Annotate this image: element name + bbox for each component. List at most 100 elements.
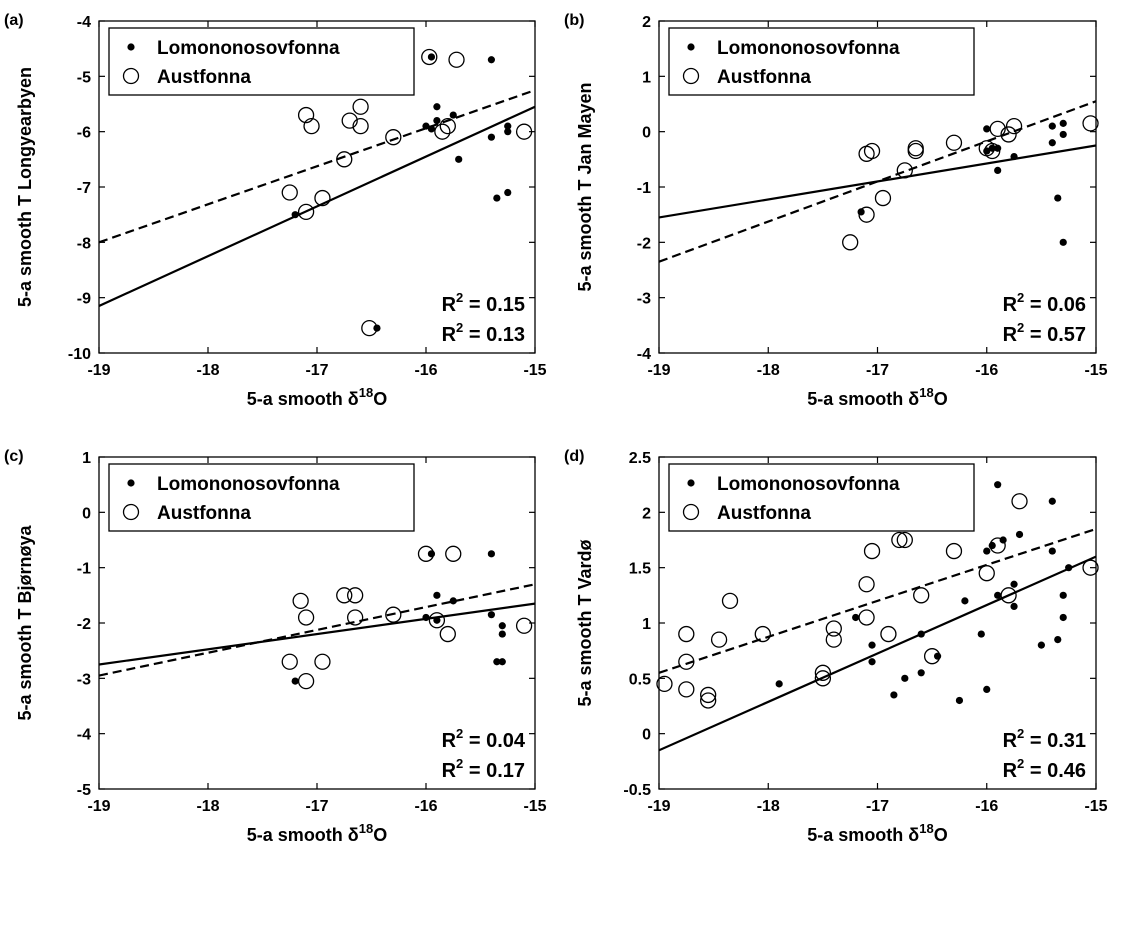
austfonna-fit-line <box>99 583 535 677</box>
lomononosovfonna-point <box>1037 641 1045 649</box>
lomononosovfonna-point <box>868 641 876 649</box>
austfonna-point <box>361 319 378 337</box>
y-tick-label: 0 <box>642 727 651 744</box>
legend: Lomononosovfonna Austfonna <box>668 463 975 532</box>
legend-label: Austfonna <box>717 503 811 524</box>
austfonna-fit-line <box>659 100 1096 263</box>
lomononosovfonna-point <box>433 616 441 624</box>
x-axis-label-sup: 18 <box>919 821 933 836</box>
austfonna-point <box>445 545 462 562</box>
austfonna-point <box>989 537 1006 554</box>
lomononosovfonna-point <box>493 658 501 666</box>
lomononosovfonna-point <box>1054 194 1062 202</box>
austfonna-point <box>515 617 533 634</box>
y-tick-label: -2 <box>637 235 651 252</box>
lomononosovfonna-fit-line <box>99 602 535 666</box>
austfonna-point <box>352 98 369 115</box>
r-squared-label: R2 = 0.04 <box>442 726 526 752</box>
legend-label: Austfonna <box>717 67 811 88</box>
lomononosovfonna-point <box>1059 591 1067 599</box>
austfonna-point <box>303 117 320 135</box>
lomononosovfonna-point <box>433 117 441 125</box>
lomononosovfonna-point <box>1048 547 1056 555</box>
x-tick-label: -19 <box>647 798 670 815</box>
austfonna-point <box>297 106 315 124</box>
lomononosovfonna-points <box>291 53 512 332</box>
austfonna-point <box>314 653 331 670</box>
y-tick-label: -4 <box>77 14 91 31</box>
lomononosovfonna-point <box>455 155 463 163</box>
y-tick-label: -8 <box>77 235 91 252</box>
legend-marker-open-circle <box>122 67 140 85</box>
austfonna-point <box>700 686 717 704</box>
lomononosovfonna-fit-line <box>99 105 535 307</box>
austfonna-point <box>989 120 1006 138</box>
x-tick-label: -19 <box>87 798 110 815</box>
lomononosovfonna-point <box>487 611 495 619</box>
austfonna-point <box>721 592 739 610</box>
x-tick-label: -19 <box>647 362 670 379</box>
austfonna-point <box>710 631 728 648</box>
legend-marker-open-circle <box>682 67 700 85</box>
lomononosovfonna-point <box>917 630 925 638</box>
lomononosovfonna-point <box>449 111 457 119</box>
lomononosovfonna-point <box>422 122 430 130</box>
legend-label: Lomononosovfonna <box>157 474 340 495</box>
y-tick-label: 0 <box>642 125 651 142</box>
lomononosovfonna-point <box>433 591 441 599</box>
x-tick-label: -17 <box>305 798 328 815</box>
legend-marker-dot <box>687 479 695 487</box>
lomononosovfonna-point <box>1010 580 1018 588</box>
austfonna-points <box>656 493 1099 709</box>
legend-label: Lomononosovfonna <box>717 474 900 495</box>
x-tick-label: -15 <box>1084 362 1107 379</box>
x-tick-label: -15 <box>1084 798 1107 815</box>
y-tick-label: 1 <box>82 450 91 467</box>
legend-marker-dot <box>127 479 135 487</box>
x-axis-label-sup: 18 <box>359 385 373 400</box>
lomononosovfonna-point <box>983 547 991 555</box>
lomononosovfonna-point <box>983 125 991 133</box>
legend-box <box>668 27 975 96</box>
lomononosovfonna-point <box>1010 152 1018 161</box>
y-axis-label: 5-a smooth T Bjørnøya <box>15 525 35 721</box>
y-tick-label: 2 <box>642 505 651 522</box>
lomononosovfonna-point <box>504 128 512 136</box>
y-tick-label: 2 <box>642 14 651 31</box>
lomononosovfonna-point <box>994 166 1002 174</box>
austfonna-point <box>385 606 402 623</box>
panel-c: -19 -18 -17 -16 -15 -5 -4 -3 -2 -1 0 1 (c) 5-a smooth… <box>4 448 547 845</box>
r-squared-label: R2 = 0.17 <box>442 756 525 782</box>
panel-label: (d) <box>564 448 584 465</box>
lomononosovfonna-point <box>977 630 985 638</box>
legend-box <box>668 463 975 532</box>
austfonna-point <box>421 48 438 66</box>
lomononosovfonna-point <box>498 622 506 630</box>
legend-marker-dot <box>687 43 695 51</box>
austfonna-point <box>417 545 435 562</box>
austfonna-point <box>341 112 358 129</box>
austfonna-point <box>1000 587 1017 604</box>
legend-marker-open-circle <box>682 503 700 521</box>
panel-label: (b) <box>564 12 584 29</box>
x-tick-label: -16 <box>414 362 437 379</box>
legend-box <box>108 463 415 532</box>
panel-label: (c) <box>4 448 24 465</box>
austfonna-point <box>1011 493 1028 510</box>
lomononosovfonna-points <box>857 119 1067 246</box>
x-tick-label: -19 <box>87 362 110 379</box>
y-tick-label: -0.5 <box>623 782 651 799</box>
y-tick-label: -5 <box>77 69 91 86</box>
austfonna-point <box>896 162 913 179</box>
lomononosovfonna-points <box>775 481 1073 705</box>
austfonna-point <box>346 587 364 604</box>
austfonna-point <box>297 203 315 221</box>
y-tick-label: -7 <box>77 180 91 197</box>
austfonna-point <box>891 531 908 549</box>
y-tick-label: 0.5 <box>629 671 651 688</box>
y-axis-label: 5-a smooth T Vardø <box>575 539 595 706</box>
austfonna-point <box>1082 559 1099 576</box>
x-axis-label-tail: O <box>934 825 948 845</box>
x-tick-label: -18 <box>757 362 780 379</box>
